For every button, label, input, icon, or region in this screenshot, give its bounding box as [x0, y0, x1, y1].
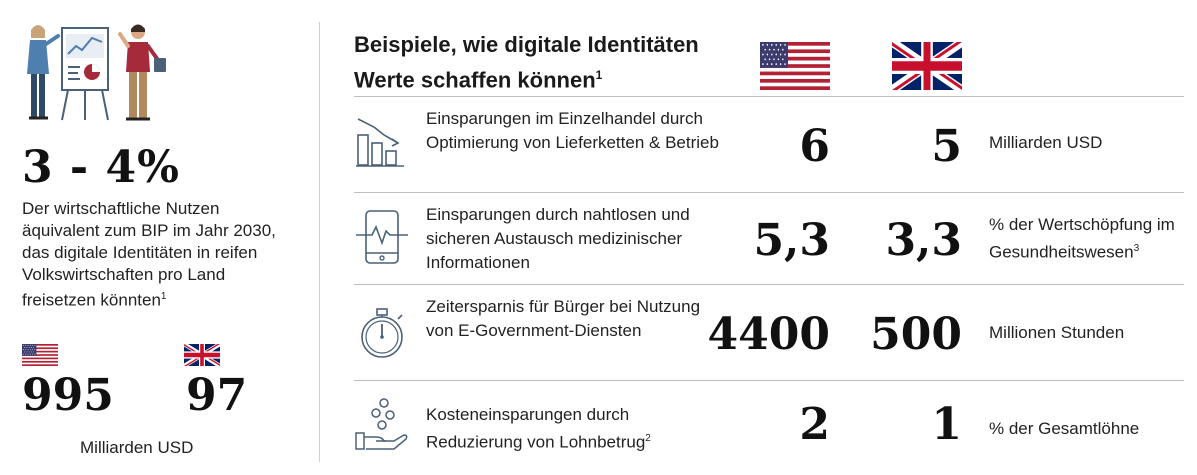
vertical-divider — [319, 22, 320, 462]
hand-coins-icon — [355, 398, 408, 450]
tablet-heartbeat-icon — [356, 210, 408, 264]
us-flag-icon — [22, 344, 58, 366]
uk-value: 5 — [931, 121, 962, 172]
uk-flag-icon — [892, 42, 962, 90]
row-unit: % der Wertschöpfung im Gesundheitswesen3 — [989, 215, 1175, 262]
footnote-marker: 2 — [645, 433, 651, 444]
row-description: Zeitersparnis für Bürger bei Nutzung von… — [426, 297, 701, 340]
headline-percentage: 3 - 4% — [22, 142, 180, 193]
table-row: Zeitersparnis für Bürger bei Nutzung von… — [354, 284, 1184, 380]
us-value: 4400 — [707, 309, 830, 360]
us-value: 5,3 — [753, 215, 830, 266]
uk-value: 1 — [931, 399, 962, 450]
footnote-marker: 1 — [160, 291, 167, 302]
row-unit: % der Gesamtlöhne — [989, 419, 1140, 438]
bar-chart-down-icon — [356, 118, 404, 167]
row-description: Kosteneinsparungen durch Reduzierung von… — [426, 405, 651, 452]
table-row: Kosteneinsparungen durch Reduzierung von… — [354, 380, 1184, 470]
section-title: Beispiele, wie digitale Identitäten Werte… — [354, 32, 699, 93]
stopwatch-icon — [361, 308, 403, 358]
headline-description: Der wirtschaftliche Nutzen äquivalent zu… — [22, 199, 276, 310]
presentation-illustration-icon — [27, 24, 166, 121]
left-panel: 3 - 4% Der wirtschaftliche Nutzen äquiva… — [0, 0, 318, 475]
uk-value: 3,3 — [885, 215, 962, 266]
uk-value: 500 — [870, 309, 962, 360]
us-total-value: 995 — [22, 370, 114, 421]
total-unit: Milliarden USD — [80, 438, 194, 457]
table-row: Einsparungen im Einzelhandel durch Optim… — [354, 96, 1184, 192]
row-description: Einsparungen durch nahtlosen und sichere… — [426, 205, 690, 272]
row-description: Einsparungen im Einzelhandel durch Optim… — [426, 109, 719, 152]
row-unit: Milliarden USD — [989, 133, 1103, 152]
footnote-marker: 3 — [1133, 243, 1140, 254]
row-unit: Millionen Stunden — [989, 323, 1125, 342]
uk-flag-icon — [184, 344, 220, 366]
uk-total-value: 97 — [186, 370, 248, 421]
footnote-marker: 1 — [595, 68, 603, 82]
table-row: Einsparungen durch nahtlosen und sichere… — [354, 192, 1184, 284]
us-value: 6 — [799, 121, 830, 172]
us-value: 2 — [799, 399, 830, 450]
us-flag-icon — [760, 42, 830, 90]
